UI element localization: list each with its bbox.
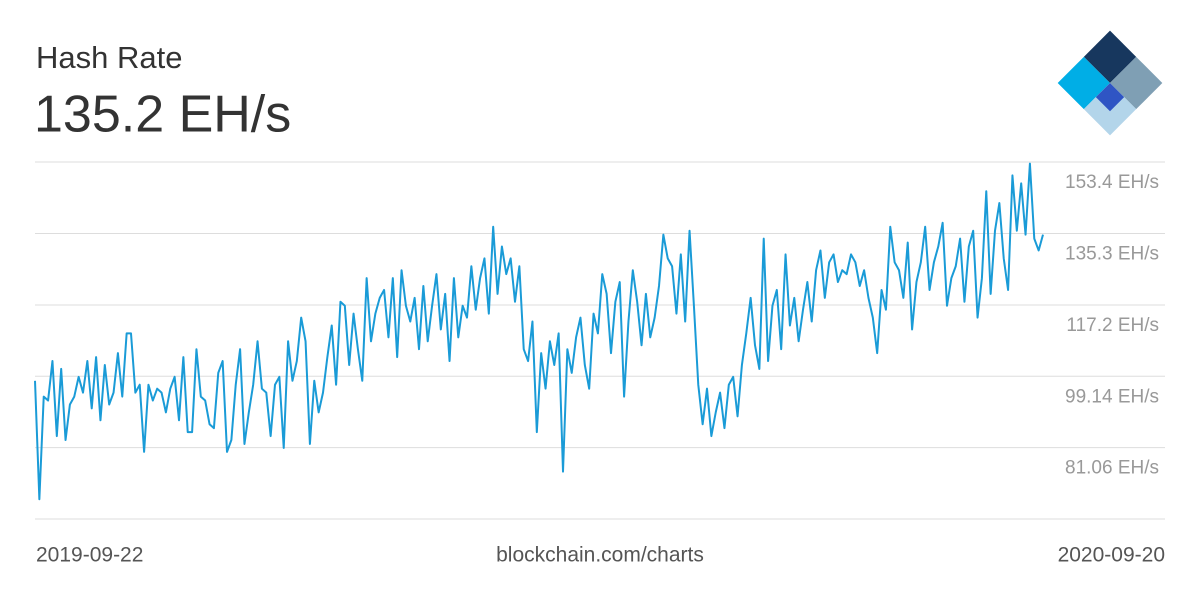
data-line — [34, 162, 1044, 501]
x-tick-label: 2019-09-22 — [36, 544, 143, 567]
current-value: 135.2 EH/s — [34, 86, 291, 144]
logo — [1057, 30, 1163, 136]
chart-title: Hash Rate — [36, 40, 182, 75]
y-tick-label: 117.2 EH/s — [1066, 315, 1159, 336]
source: blockchain.com/charts — [496, 544, 704, 567]
y-tick-label: 81.06 EH/s — [1065, 458, 1159, 479]
logo-part — [1083, 30, 1137, 83]
x-tick-label: 2020-09-20 — [1058, 544, 1165, 567]
y-tick-label: 153.4 EH/s — [1065, 172, 1159, 193]
logo-part — [1095, 83, 1125, 112]
y-tick-label: 135.3 EH/s — [1065, 243, 1159, 264]
y-tick-label: 99.14 EH/s — [1065, 386, 1159, 407]
